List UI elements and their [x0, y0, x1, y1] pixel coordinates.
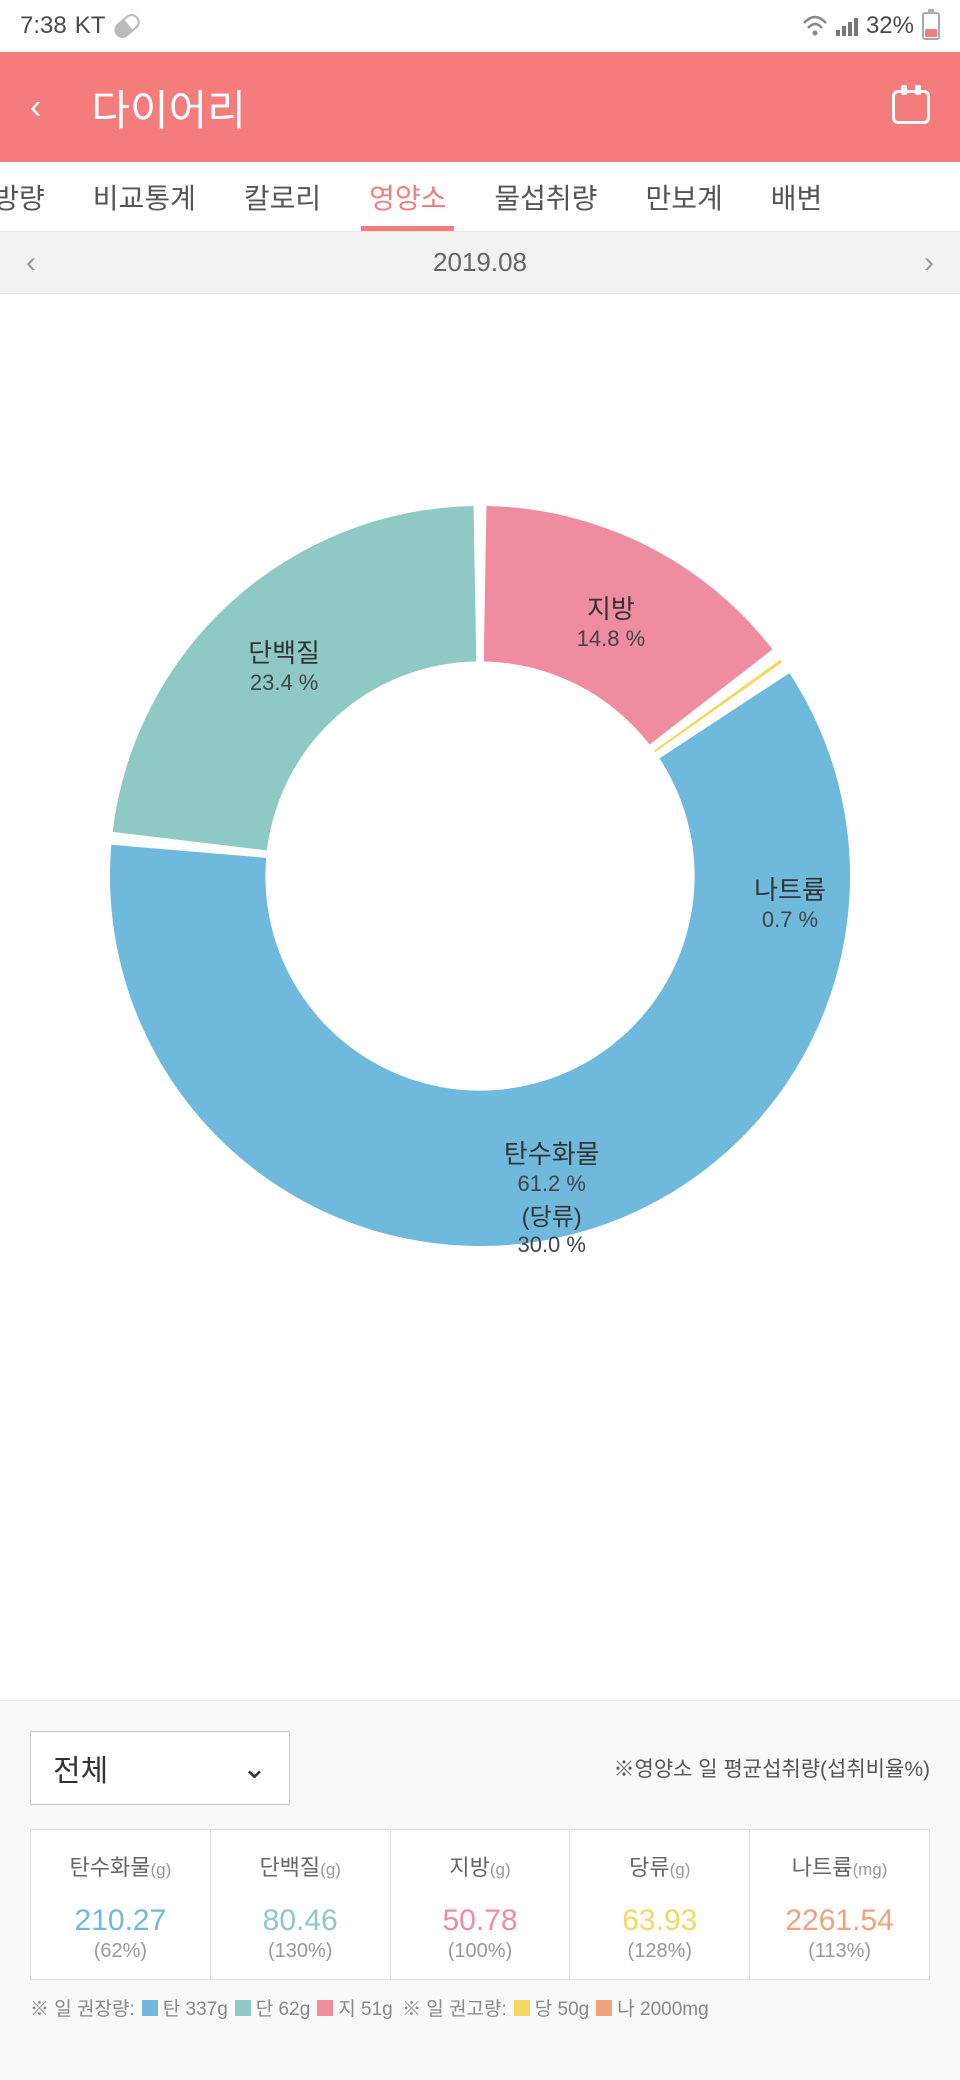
back-button[interactable]: ‹	[30, 88, 41, 127]
wifi-icon	[802, 15, 828, 37]
hint-text: ※영양소 일 평균섭취량(섭취비율%)	[614, 1753, 931, 1783]
app-header: ‹ 다이어리	[0, 52, 960, 162]
next-month-button[interactable]: ›	[924, 246, 934, 280]
status-bar: 7:38 KT 32%	[0, 0, 960, 52]
scope-selector-label: 전체	[53, 1746, 108, 1790]
nutrition-table: 탄수화물(g)210.27(62%)단백질(g)80.46(130%)지방(g)…	[30, 1829, 930, 1980]
donut-label-0: 지방14.8 %	[511, 589, 711, 652]
status-left: 7:38 KT	[20, 12, 141, 40]
tab-3[interactable]: 영양소	[345, 162, 470, 231]
legend-swatch	[317, 2000, 333, 2016]
donut-chart: 지방14.8 %나트륨0.7 %탄수화물61.2 %(당류)30.0 %단백질2…	[100, 496, 860, 1256]
legend-swatch	[514, 2000, 530, 2016]
donut-label-3: 단백질23.4 %	[184, 633, 384, 696]
legend: ※ 일 권장량:탄 337g단 62g지 51g ※ 일 권고량:당 50g나 …	[30, 1994, 930, 2021]
battery-icon	[922, 12, 940, 40]
chart-area: 지방14.8 % 나트륨0.7 % 탄수화물61.2 %(당류)30.0 % 단백질2…	[0, 294, 960, 1414]
tab-5[interactable]: 만보계	[621, 162, 746, 231]
page-title: 다이어리	[91, 77, 892, 138]
donut-label-2: 탄수화물61.2 %(당류)30.0 %	[452, 1134, 652, 1258]
tab-2[interactable]: 칼로리	[220, 162, 345, 231]
legend-swatch	[596, 2000, 612, 2016]
status-right: 32%	[802, 12, 940, 40]
legend-swatch	[235, 2000, 251, 2016]
legend-swatch	[142, 2000, 158, 2016]
summary-panel: 전체 ⌄ ※영양소 일 평균섭취량(섭취비율%) 탄수화물(g)210.27(6…	[0, 1700, 960, 2080]
nutri-cell-4: 나트륨(mg)2261.54(113%)	[750, 1830, 929, 1979]
tabs: |방량비교통계칼로리영양소물섭취량만보계배변	[0, 162, 960, 232]
nutri-cell-3: 당류(g)63.93(128%)	[570, 1830, 750, 1979]
donut-label-1: 나트륨0.7 %	[690, 870, 890, 933]
battery-pct: 32%	[866, 12, 914, 40]
tab-1[interactable]: 비교통계	[69, 162, 220, 231]
tab-4[interactable]: 물섭취량	[470, 162, 621, 231]
signal-icon	[836, 16, 858, 36]
nutri-cell-0: 탄수화물(g)210.27(62%)	[31, 1830, 211, 1979]
tab-0[interactable]: |방량	[0, 162, 69, 231]
status-carrier: KT	[75, 12, 106, 40]
date-navigator: ‹ 2019.08 ›	[0, 232, 960, 294]
calendar-icon[interactable]	[892, 90, 930, 124]
nutri-cell-2: 지방(g)50.78(100%)	[391, 1830, 571, 1979]
chevron-down-icon: ⌄	[242, 1751, 267, 1786]
prev-month-button[interactable]: ‹	[26, 246, 36, 280]
tab-6[interactable]: 배변	[747, 162, 847, 231]
date-label: 2019.08	[433, 247, 527, 278]
scope-selector[interactable]: 전체 ⌄	[30, 1731, 290, 1805]
status-time: 7:38	[20, 12, 67, 40]
nutri-cell-1: 단백질(g)80.46(130%)	[211, 1830, 391, 1979]
pill-icon	[112, 11, 144, 41]
